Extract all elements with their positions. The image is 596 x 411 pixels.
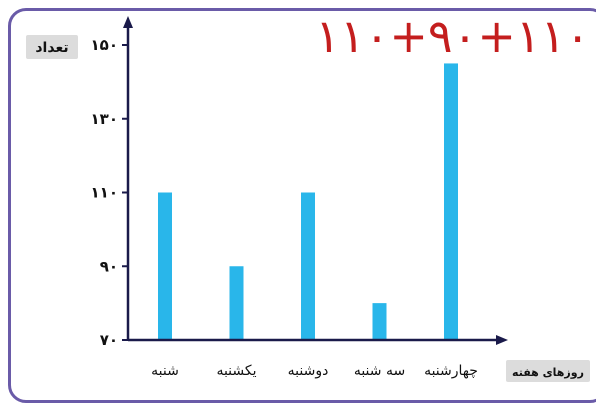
- bars-group: [158, 63, 458, 340]
- y-axis-title-bg: [26, 35, 78, 59]
- bar-1: [158, 192, 172, 340]
- category-label-5: چهارشنبه: [424, 363, 478, 379]
- y-tick-label: ۱۳۰: [91, 110, 118, 128]
- category-label-1: شنبه: [151, 363, 179, 379]
- bar-3: [301, 192, 315, 340]
- x-axis-title: روزهای هفته: [512, 366, 584, 379]
- category-label-3: دوشنبه: [288, 363, 329, 379]
- y-tick-label: ۷۰: [100, 331, 118, 349]
- x-axis-title-bg: [506, 360, 590, 382]
- bar-4: [372, 303, 387, 340]
- chart-frame: [8, 8, 596, 403]
- category-label-4: سه شنبه: [354, 363, 405, 379]
- sum-annotation: ۱۱۰+۹۰+۱۱۰: [315, 9, 590, 63]
- y-axis-arrowhead: [123, 16, 133, 28]
- bar-2: [229, 266, 244, 340]
- y-ticks-group: ۷۰ ۹۰ ۱۱۰ ۱۳۰ ۱۵۰: [91, 36, 128, 349]
- y-axis-title: تعداد: [35, 40, 68, 56]
- x-axis-arrowhead: [496, 335, 508, 345]
- x-categories-group: شنبه یکشنبه دوشنبه سه شنبه چهارشنبه: [151, 363, 478, 379]
- y-tick-label: ۹۰: [100, 257, 118, 275]
- category-label-2: یکشنبه: [216, 363, 256, 379]
- y-tick-label: ۱۵۰: [91, 36, 118, 54]
- y-tick-label: ۱۱۰: [91, 184, 118, 202]
- bar-5: [444, 63, 458, 340]
